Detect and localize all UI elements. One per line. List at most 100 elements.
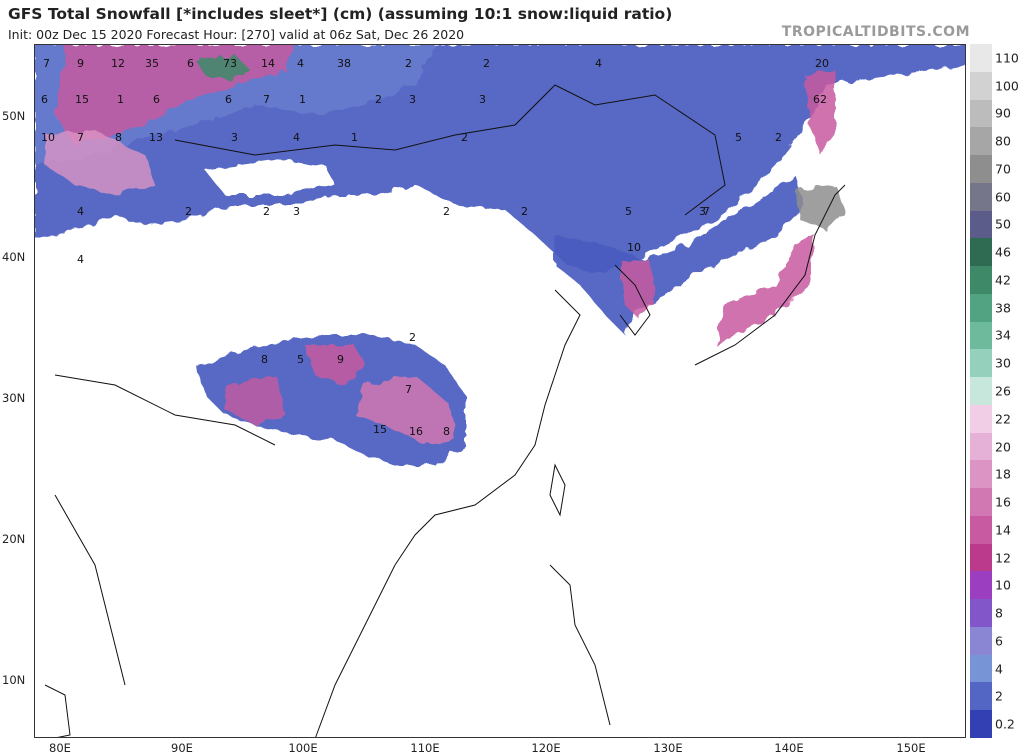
snow-value-label: 3 xyxy=(231,131,238,144)
legend-level-100: 100 xyxy=(995,78,1019,94)
legend-level-38: 38 xyxy=(995,300,1011,316)
legend-level-42: 42 xyxy=(995,272,1011,288)
legend-level-6: 6 xyxy=(995,633,1003,649)
legend-swatch-90 xyxy=(970,99,992,128)
border-india-south xyxy=(54,494,126,686)
snow-value-label: 10 xyxy=(627,241,641,254)
snow-region-honshu xyxy=(715,235,815,345)
lat-label-10n: 10N xyxy=(2,673,26,687)
snowfall-map[interactable]: 7 9 12 35 6 73 14 4 38 2 2 4 20 6 15 1 6 6 7 1 2 3 3 62 10 7 8 13 3 4… xyxy=(34,44,966,738)
legend-swatch-100 xyxy=(970,71,992,100)
legend-level-4: 4 xyxy=(995,661,1003,677)
coastline-indochina xyxy=(315,564,396,737)
legend-swatch-34 xyxy=(970,321,992,350)
lon-label-120e: 120E xyxy=(531,741,561,755)
legend-level-30: 30 xyxy=(995,355,1011,371)
snow-value-label: 2 xyxy=(185,205,192,218)
snow-region-hokkaido xyxy=(795,185,845,230)
legend-swatch-46 xyxy=(970,238,992,267)
snow-value-label: 38 xyxy=(337,57,351,70)
snow-value-label: 4 xyxy=(297,57,304,70)
snow-value-label: 6 xyxy=(41,93,48,106)
legend-level-90: 90 xyxy=(995,105,1011,121)
lat-label-50n: 50N xyxy=(2,109,26,123)
map-subtitle: Init: 00z Dec 15 2020 Forecast Hour: [27… xyxy=(8,27,465,42)
snow-value-label: 14 xyxy=(261,57,275,70)
snow-value-label: 3 xyxy=(479,93,486,106)
snow-value-label: 5 xyxy=(625,205,632,218)
lon-label-140e: 140E xyxy=(774,741,804,755)
legend-swatch-6 xyxy=(970,626,992,655)
legend-level-60: 60 xyxy=(995,189,1011,205)
snow-value-label: 8 xyxy=(261,353,268,366)
coastline-korea xyxy=(614,264,651,336)
lon-label-90e: 90E xyxy=(171,741,193,755)
legend-swatch-12 xyxy=(970,543,992,572)
snow-value-label: 5 xyxy=(735,131,742,144)
snow-value-label: 8 xyxy=(443,425,450,438)
legend-level-0.2: 0.2 xyxy=(995,716,1015,732)
legend-swatch-80 xyxy=(970,127,992,156)
patch-mongolia xyxy=(205,160,335,195)
coastline-japan xyxy=(694,184,846,366)
snow-value-label: 4 xyxy=(595,57,602,70)
snow-value-label: 6 xyxy=(225,93,232,106)
lon-label-80e: 80E xyxy=(49,741,71,755)
snow-value-label: 15 xyxy=(373,423,387,436)
snow-value-label: 12 xyxy=(111,57,125,70)
border-mongolia xyxy=(174,84,726,216)
snow-value-label: 2 xyxy=(775,131,782,144)
snow-value-label: 1 xyxy=(299,93,306,106)
snow-value-label: 6 xyxy=(153,93,160,106)
snow-value-label: 3 xyxy=(699,205,706,218)
snow-value-label: 4 xyxy=(77,253,84,266)
coastline-philippines xyxy=(549,564,611,726)
snow-value-label: 2 xyxy=(483,57,490,70)
legend-swatch-20 xyxy=(970,432,992,461)
legend-level-20: 20 xyxy=(995,439,1011,455)
legend-level-10: 10 xyxy=(995,577,1011,593)
legend-swatch-18 xyxy=(970,460,992,489)
legend-swatch-4 xyxy=(970,654,992,683)
legend-swatch-14 xyxy=(970,515,992,544)
legend-level-26: 26 xyxy=(995,383,1011,399)
coastline-china xyxy=(394,289,581,566)
legend-level-12: 12 xyxy=(995,550,1011,566)
snow-value-label: 16 xyxy=(409,425,423,438)
legend-level-18: 18 xyxy=(995,466,1011,482)
coastline-taiwan xyxy=(549,463,566,517)
snow-value-label: 73 xyxy=(223,57,237,70)
snow-value-label: 3 xyxy=(409,93,416,106)
brand-watermark: TROPICALTIDBITS.COM xyxy=(781,24,970,40)
legend-swatch-2 xyxy=(970,682,992,711)
snow-value-label: 7 xyxy=(43,57,50,70)
legend-swatch-70 xyxy=(970,155,992,183)
legend-level-16: 16 xyxy=(995,494,1011,510)
legend-swatch-26 xyxy=(970,377,992,405)
legend-level-46: 46 xyxy=(995,244,1011,260)
lat-label-30n: 30N xyxy=(2,391,26,405)
border-india xyxy=(54,374,276,446)
legend-level-8: 8 xyxy=(995,605,1003,621)
snow-value-label: 5 xyxy=(297,353,304,366)
snow-region-west-green xyxy=(195,55,250,80)
snow-value-label: 2 xyxy=(405,57,412,70)
legend-swatch-60 xyxy=(970,182,992,211)
snow-value-label: 4 xyxy=(293,131,300,144)
snow-value-label: 10 xyxy=(41,131,55,144)
legend-swatch-42 xyxy=(970,266,992,294)
snow-value-label: 7 xyxy=(703,205,710,218)
snow-value-label: 13 xyxy=(149,131,163,144)
legend-swatch-22 xyxy=(970,404,992,433)
legend-level-80: 80 xyxy=(995,133,1011,149)
snow-value-label: 20 xyxy=(815,57,829,70)
snow-region-west-pink xyxy=(45,130,155,195)
legend-level-22: 22 xyxy=(995,411,1011,427)
legend-swatch-50 xyxy=(970,210,992,239)
snow-value-label: 2 xyxy=(409,331,416,344)
snow-value-label: 1 xyxy=(117,93,124,106)
snow-value-label: 62 xyxy=(813,93,827,106)
snow-region-tibet-pink xyxy=(305,345,365,385)
legend-level-50: 50 xyxy=(995,216,1011,232)
